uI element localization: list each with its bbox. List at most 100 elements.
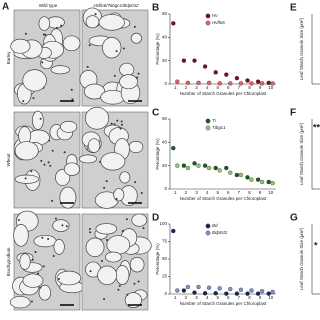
panel-label: C (152, 108, 159, 119)
chloroplast (44, 33, 47, 36)
legend-swatch (205, 223, 211, 229)
data-point (245, 291, 250, 296)
chloroplast (71, 98, 74, 101)
y-axis-label: Leaf Starch Granule Size (μm²) (299, 122, 304, 185)
data-point (228, 170, 233, 175)
cell (14, 141, 39, 161)
chloroplast (103, 186, 106, 189)
cell (22, 273, 44, 288)
significance: ** (313, 122, 320, 132)
cell (60, 120, 78, 133)
x-tick-label: 5 (216, 190, 219, 195)
data-point (213, 165, 218, 171)
data-point (181, 163, 187, 168)
chloroplast (86, 65, 89, 68)
chloroplast (117, 288, 120, 291)
y-axis-label: Percentage (%) (155, 33, 160, 65)
cell (50, 65, 71, 75)
column-header: Hvflo6/Tabgc1/Bdptst2 (93, 3, 139, 8)
chloroplast (41, 236, 44, 239)
data-point (234, 172, 240, 178)
data-point (266, 179, 271, 185)
cell (32, 110, 44, 130)
data-point (185, 80, 191, 85)
data-point (181, 288, 187, 293)
chloroplast (34, 250, 37, 253)
cell (113, 188, 125, 202)
panel-label: F (290, 108, 296, 119)
data-point (224, 291, 229, 296)
cell (56, 270, 82, 286)
data-point (206, 165, 212, 171)
chloroplast (32, 97, 35, 100)
x-tick-label: 7 (238, 190, 241, 195)
data-point (171, 146, 176, 151)
y-tick-label: 20 (162, 163, 168, 168)
chloroplast (39, 286, 42, 289)
chloroplast (115, 197, 118, 200)
cell (85, 15, 100, 29)
data-point (192, 58, 197, 63)
cell (83, 83, 106, 100)
x-tick-label: 3 (195, 190, 198, 195)
x-axis-label: Number of Starch Granules per Chloroplas… (180, 91, 267, 96)
data-point (238, 287, 244, 292)
chloroplast (51, 149, 54, 152)
y-tick-label: 100 (159, 221, 167, 226)
cell (131, 213, 148, 227)
chloroplast (70, 88, 73, 91)
x-axis-label: Number of Starch Granules per Chloroplas… (180, 196, 267, 201)
cell (13, 224, 29, 247)
data-point (213, 291, 218, 296)
cell (62, 35, 81, 52)
y-tick-label: 75 (162, 239, 168, 244)
chloroplast (116, 119, 119, 122)
chloroplast (40, 159, 43, 162)
cell (87, 138, 101, 153)
data-point (192, 290, 197, 295)
chloroplast (133, 282, 136, 285)
chloroplast (133, 25, 136, 28)
legend-label: Hv (212, 13, 218, 18)
y-tick-label: 40 (162, 35, 168, 40)
chloroplast (140, 191, 143, 194)
cell (52, 219, 70, 232)
data-point (238, 81, 244, 86)
data-point (185, 284, 191, 290)
y-tick-label: 0 (164, 291, 167, 296)
data-point (206, 285, 212, 290)
data-point (171, 21, 176, 26)
x-tick-label: 10 (268, 190, 274, 195)
data-point (270, 81, 275, 86)
cell (33, 234, 57, 248)
chloroplast (115, 50, 118, 53)
chloroplast (88, 227, 91, 230)
chloroplast (61, 224, 64, 227)
chloroplast (17, 219, 20, 222)
data-point (228, 81, 233, 86)
cell (104, 251, 122, 263)
x-tick-label: 5 (216, 85, 219, 90)
data-point (181, 58, 187, 63)
chloroplast (118, 284, 121, 287)
data-point (185, 165, 191, 171)
y-axis-label: Leaf Starch Granule Size (μm²) (299, 17, 304, 80)
chloroplast (65, 225, 68, 228)
x-tick-label: 1 (174, 85, 177, 90)
data-point (255, 177, 261, 182)
chloroplast (42, 265, 45, 268)
y-axis-label: Percentage (%) (155, 138, 160, 170)
cell (84, 106, 110, 130)
x-tick-label: 4 (206, 190, 209, 195)
data-point (259, 289, 265, 294)
cell (98, 14, 125, 31)
data-point (217, 168, 222, 173)
chloroplast (120, 123, 123, 126)
data-point (175, 163, 180, 168)
chloroplast (142, 227, 145, 230)
cell (38, 284, 52, 301)
chloroplast (41, 61, 44, 64)
data-point (266, 291, 271, 296)
cell (119, 171, 131, 184)
cell (124, 292, 142, 308)
